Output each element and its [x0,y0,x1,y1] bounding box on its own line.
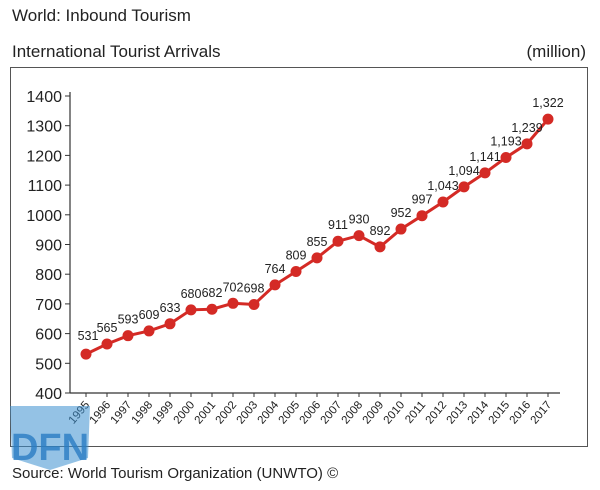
x-tick-label: 1999 [151,399,177,426]
data-point [206,303,218,315]
data-point [458,181,470,193]
x-tick-label: 2010 [382,399,408,426]
x-tick-label: 2002 [214,399,240,426]
x-tick-label: 2011 [403,399,428,426]
logo-text: DFN [11,427,89,469]
data-label: 702 [223,280,244,294]
chart-title: World: Inbound Tourism [12,6,191,25]
data-point [227,297,239,309]
x-tick-label: 2007 [319,399,345,426]
y-tick-label: 900 [35,238,62,255]
data-label: 997 [412,193,433,207]
x-tick-label: 2015 [487,399,513,426]
data-label: 952 [391,206,412,220]
x-tick-label: 1997 [109,399,135,426]
data-label: 565 [97,321,118,335]
y-tick-label: 1400 [26,89,62,106]
data-label: 593 [118,313,139,327]
x-tick-label: 2006 [298,399,324,426]
data-point [500,151,512,163]
data-label: 892 [370,224,391,238]
dfn-logo: DFN [10,406,90,470]
x-tick-label: 2001 [193,399,219,426]
data-point [101,338,113,350]
x-tick-label: 2008 [340,399,366,426]
x-tick-label: 2012 [424,399,450,426]
data-point [521,138,533,150]
data-point [437,196,449,208]
data-label: 1,322 [532,96,563,110]
data-point [332,235,344,247]
x-tick-label: 2003 [235,399,261,426]
data-label: 1,141 [469,150,500,164]
data-label: 698 [244,281,265,295]
source-note: Source: World Tourism Organization (UNWT… [12,465,339,482]
x-tick-labels: 1995199619971998199920002001200220032004… [67,393,555,427]
x-tick-label: 2017 [529,399,555,426]
y-tick-label: 1100 [28,178,63,195]
data-point [290,266,302,278]
axes [69,92,560,394]
data-label: 531 [78,329,99,343]
x-tick-label: 2013 [445,399,471,426]
data-point [185,304,197,316]
data-markers [80,113,554,360]
y-tick-label: 400 [35,386,62,403]
data-point [164,318,176,330]
data-point [143,325,155,337]
data-point [542,113,554,125]
x-tick-label: 2014 [466,399,492,427]
data-label: 1,094 [448,164,479,178]
data-label: 633 [160,301,181,315]
x-tick-label: 2009 [361,399,387,426]
data-label: 930 [349,213,370,227]
y-tick-label: 1300 [26,119,62,136]
data-point [269,279,281,291]
data-point [80,348,92,360]
data-label: 1,193 [490,134,521,148]
data-label: 1,239 [511,121,542,135]
data-point [122,330,134,342]
data-point [248,298,260,310]
x-tick-label: 2000 [172,399,198,426]
y-tick-labels: 400 500 600 700 800 900 1000 1100 1200 1300 1400 [26,89,70,403]
data-point [395,223,407,235]
data-label: 609 [139,308,160,322]
y-tick-label: 1200 [26,148,62,165]
x-tick-label: 2004 [256,399,282,427]
data-label: 680 [181,287,202,301]
x-tick-label: 2005 [277,399,303,426]
chart-frame [10,67,588,447]
y-tick-label: 700 [35,297,62,314]
y-tick-label: 1000 [26,208,62,225]
data-point [353,230,365,242]
data-label: 1,043 [427,179,458,193]
x-tick-label: 1998 [130,399,156,426]
data-point [416,210,428,222]
data-point [311,252,323,264]
x-tick-label: 2016 [508,399,534,426]
data-label: 764 [265,262,286,276]
data-point [374,241,386,253]
unit-label: (million) [526,42,587,61]
data-label: 911 [328,218,348,232]
data-label: 855 [307,235,328,249]
data-point [479,167,491,179]
data-label: 809 [286,249,307,263]
y-tick-label: 800 [35,267,62,284]
chart-subtitle: International Tourist Arrivals [12,42,221,61]
y-tick-label: 600 [35,327,62,344]
y-tick-label: 500 [35,356,62,373]
data-label: 682 [202,286,223,300]
